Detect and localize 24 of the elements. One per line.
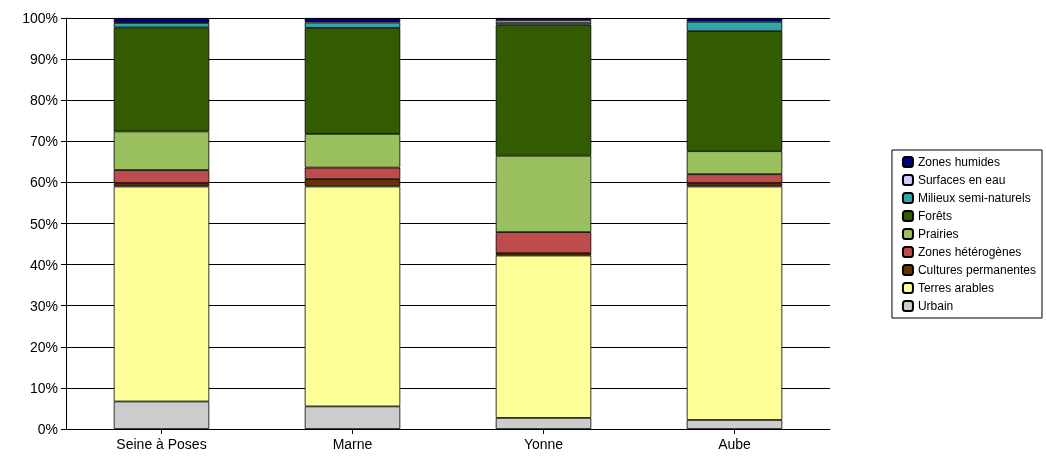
y-tick-label: 70%: [29, 133, 58, 150]
x-tick-label: Aube: [718, 436, 752, 452]
legend-label: Prairies: [917, 227, 959, 241]
x-tick-label: Yonne: [523, 436, 564, 452]
y-tick-label: 100%: [22, 10, 58, 26]
y-tick-label: 30%: [29, 297, 58, 314]
y-tick-label: 10%: [29, 379, 58, 396]
legend-label: Cultures permanentes: [917, 263, 1036, 277]
y-tick-label: 20%: [29, 338, 58, 355]
y-tick-label: 80%: [29, 92, 58, 109]
legend-label: Zones hétérogènes: [917, 245, 1022, 259]
y-tick-label: 50%: [29, 215, 58, 232]
legend-label: Urbain: [917, 299, 954, 313]
legend-label: Milieux semi-naturels: [917, 191, 1031, 205]
y-tick-label: 40%: [29, 256, 58, 273]
x-tick-label: Marne: [332, 436, 373, 452]
legend-label: Surfaces en eau: [917, 173, 1006, 187]
y-tick-label: 0%: [37, 421, 58, 437]
legend-label: Zones humides: [917, 155, 1000, 169]
legend-label: Forêts: [917, 209, 952, 223]
y-tick-label: 90%: [29, 51, 58, 68]
x-tick-label: Seine à Poses: [116, 436, 207, 452]
legend-label: Terres arables: [917, 281, 994, 295]
y-tick-label: 60%: [29, 174, 58, 191]
